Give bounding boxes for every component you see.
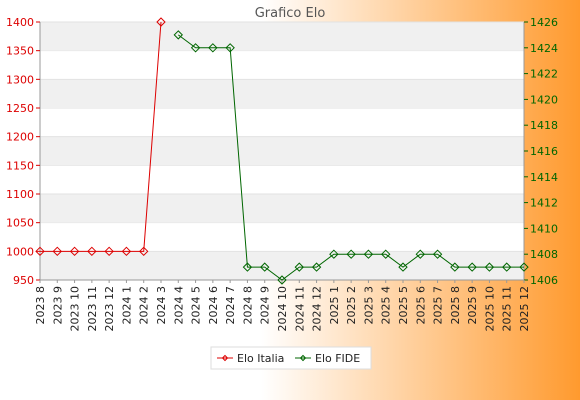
left-axis-tick-label: 1100 [6,188,34,201]
left-axis-tick-label: 1050 [6,217,34,230]
data-point[interactable] [398,262,408,272]
right-axis-tick-label: 1418 [530,119,558,132]
x-axis-tick-label: 2025 12 [518,286,531,332]
left-axis-tick-label: 950 [13,274,34,287]
data-point[interactable] [294,262,304,272]
data-point[interactable] [242,262,253,272]
data-point[interactable] [277,275,287,285]
data-point[interactable] [329,249,339,259]
x-axis-tick-label: 2023 9 [51,286,64,325]
data-point[interactable] [484,262,495,272]
x-axis-tick-label: 2024 8 [241,286,254,325]
series-line-elo-italia [40,21,162,252]
data-point[interactable] [139,246,149,257]
data-point[interactable] [519,262,529,272]
chart-title: Grafico Elo [255,6,326,21]
x-axis-tick-label: 2024 12 [311,286,324,332]
x-axis-tick-label: 2024 10 [276,286,289,332]
data-point[interactable] [467,262,477,272]
right-axis-tick-label: 1408 [530,248,558,261]
x-axis-tick-label: 2024 5 [190,286,203,325]
x-axis-tick-label: 2024 9 [259,286,272,325]
left-axis-tick-label: 1150 [6,159,34,172]
data-point[interactable] [190,43,201,53]
x-axis-tick-label: 2025 5 [397,286,410,325]
right-axis-tick-label: 1424 [530,42,558,55]
data-point[interactable] [87,246,97,257]
x-axis-tick-label: 2024 4 [172,286,185,325]
data-point[interactable] [35,246,45,257]
grid-band [40,79,524,108]
x-axis-tick-label: 2025 1 [328,286,341,325]
x-axis-tick-label: 2025 8 [449,286,462,325]
data-point[interactable] [225,43,235,53]
x-axis-tick-label: 2024 1 [120,286,133,325]
grid-band [40,22,524,51]
data-point[interactable] [156,17,166,27]
right-axis-tick-label: 1420 [530,93,558,106]
right-axis-tick-label: 1414 [530,171,558,184]
legend-label-elo-italia[interactable]: Elo Italia [237,352,284,365]
x-axis-tick-label: 2024 11 [293,286,306,332]
data-point[interactable] [121,246,132,257]
x-axis-tick-label: 2025 2 [345,286,358,325]
x-axis-tick-label: 2025 9 [466,286,479,325]
right-axis-tick-label: 1416 [530,145,558,158]
right-axis-tick-label: 1406 [530,274,558,287]
x-axis-tick-label: 2025 11 [501,286,514,332]
data-point[interactable] [432,249,443,259]
data-point[interactable] [104,246,114,257]
data-point[interactable] [69,246,80,257]
x-axis-tick-label: 2023 11 [86,286,99,332]
left-axis-tick-label: 1200 [6,131,34,144]
x-axis-tick-label: 2024 3 [155,286,168,325]
right-axis-tick-label: 1412 [530,197,558,210]
x-axis-tick-label: 2025 10 [483,286,496,332]
left-axis-tick-label: 1400 [6,16,34,29]
right-axis-tick-label: 1410 [530,222,558,235]
x-axis-tick-label: 2025 6 [414,286,427,325]
grid-band [40,194,524,223]
data-point[interactable] [363,249,374,259]
legend-label-elo-fide[interactable]: Elo FIDE [315,352,360,365]
data-point[interactable] [173,30,183,40]
series-line-elo-fide [177,34,524,281]
x-axis-tick-label: 2025 4 [380,286,393,325]
x-axis-tick-label: 2024 2 [138,286,151,325]
legend-marker [221,354,229,362]
x-axis-tick-label: 2025 3 [362,286,375,325]
x-axis-tick-label: 2023 8 [34,286,47,325]
x-axis-tick-label: 2025 7 [432,286,445,325]
x-axis-tick-label: 2023 10 [69,286,82,332]
grid-band [40,251,524,280]
data-point[interactable] [415,249,425,259]
data-point[interactable] [502,262,512,272]
data-point[interactable] [208,43,218,53]
left-axis-tick-label: 1250 [6,102,34,115]
grid-band [40,136,524,166]
legend [210,346,372,370]
legend-marker [299,354,307,362]
data-point[interactable] [381,249,391,259]
right-axis-tick-label: 1426 [530,16,558,29]
x-axis-tick-label: 2023 12 [103,286,116,332]
x-axis-tick-label: 2024 7 [224,286,237,325]
left-axis-tick-label: 1000 [6,245,34,258]
x-axis-tick-label: 2024 6 [207,286,220,325]
data-point[interactable] [346,249,356,259]
data-point[interactable] [450,262,460,272]
data-point[interactable] [260,262,270,272]
left-axis-tick-label: 1350 [6,45,34,58]
data-point[interactable] [311,262,322,272]
data-point[interactable] [52,246,62,257]
right-axis-tick-label: 1422 [530,68,558,81]
left-axis-tick-label: 1300 [6,73,34,86]
